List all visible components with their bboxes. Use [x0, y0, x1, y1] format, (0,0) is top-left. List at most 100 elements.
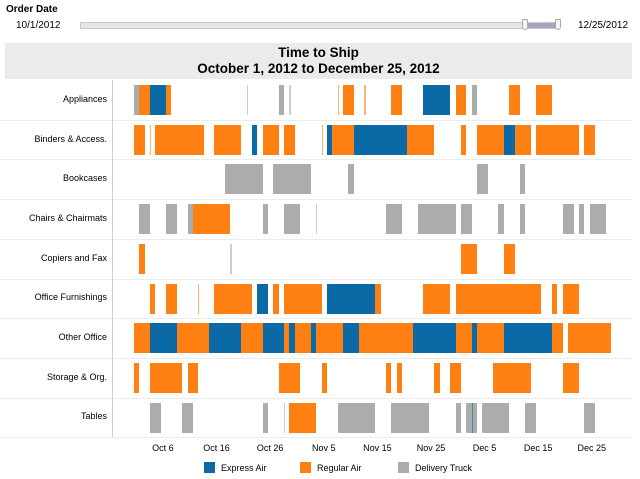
gantt-bar-regular[interactable]	[294, 323, 311, 354]
gantt-bar-regular[interactable]	[166, 85, 172, 115]
gantt-bar-regular[interactable]	[278, 362, 301, 393]
legend-item[interactable]: Regular Air	[300, 462, 362, 473]
gantt-bar-regular[interactable]	[321, 124, 323, 155]
gantt-bar-truck[interactable]	[471, 85, 478, 115]
gantt-bar-regular[interactable]	[150, 362, 183, 393]
gantt-bar-truck[interactable]	[278, 85, 285, 115]
gantt-bar-regular[interactable]	[562, 283, 579, 314]
gantt-bar-truck[interactable]	[482, 402, 510, 433]
gantt-bar-regular[interactable]	[343, 85, 354, 115]
gantt-bar-regular[interactable]	[198, 283, 200, 314]
gantt-bar-express[interactable]	[150, 323, 177, 354]
gantt-bar-regular[interactable]	[187, 362, 199, 393]
gantt-bar-express[interactable]	[353, 124, 408, 155]
gantt-bar-regular[interactable]	[552, 283, 558, 314]
gantt-bar-truck[interactable]	[150, 402, 161, 433]
gantt-bar-regular[interactable]	[552, 323, 563, 354]
gantt-bar-regular[interactable]	[192, 204, 231, 235]
gantt-bar-truck[interactable]	[166, 204, 177, 235]
gantt-bar-regular[interactable]	[139, 243, 145, 274]
gantt-bar-truck[interactable]	[230, 243, 232, 274]
gantt-bar-truck[interactable]	[182, 402, 193, 433]
gantt-bar-express[interactable]	[471, 323, 478, 354]
gantt-bar-truck[interactable]	[284, 402, 286, 433]
gantt-bar-truck[interactable]	[348, 164, 354, 195]
gantt-bar-regular[interactable]	[477, 124, 504, 155]
gantt-bar-regular[interactable]	[359, 323, 413, 354]
gantt-bar-express[interactable]	[343, 323, 360, 354]
gantt-bar-truck[interactable]	[262, 402, 268, 433]
gantt-bar-express[interactable]	[423, 85, 451, 115]
gantt-bar-express[interactable]	[310, 323, 317, 354]
gantt-bar-regular[interactable]	[150, 124, 152, 155]
gantt-bar-truck[interactable]	[519, 204, 526, 235]
date-range-slider[interactable]	[80, 22, 560, 29]
gantt-bar-regular[interactable]	[316, 323, 343, 354]
gantt-bar-regular[interactable]	[514, 124, 531, 155]
gantt-bar-truck[interactable]	[273, 164, 311, 195]
gantt-bar-regular[interactable]	[396, 362, 402, 393]
gantt-bar-truck[interactable]	[578, 204, 585, 235]
gantt-bar-regular[interactable]	[364, 85, 366, 115]
gantt-bar-regular[interactable]	[150, 283, 156, 314]
gantt-bar-regular[interactable]	[450, 362, 461, 393]
gantt-bar-regular[interactable]	[503, 243, 515, 274]
gantt-bar-express[interactable]	[471, 402, 473, 433]
gantt-bar-express[interactable]	[326, 124, 333, 155]
slider-selected-range[interactable]	[526, 23, 556, 28]
gantt-bar-regular[interactable]	[133, 362, 140, 393]
gantt-bar-truck[interactable]	[262, 204, 268, 235]
gantt-bar-regular[interactable]	[155, 124, 204, 155]
gantt-bar-regular[interactable]	[423, 283, 451, 314]
gantt-bar-truck[interactable]	[418, 204, 456, 235]
gantt-bar-regular[interactable]	[321, 362, 327, 393]
gantt-bar-regular[interactable]	[455, 85, 467, 115]
gantt-bar-regular[interactable]	[337, 85, 339, 115]
gantt-bar-express[interactable]	[326, 283, 376, 314]
gantt-bar-regular[interactable]	[509, 85, 520, 115]
gantt-bar-truck[interactable]	[455, 402, 461, 433]
gantt-bar-regular[interactable]	[214, 124, 242, 155]
gantt-bar-regular[interactable]	[536, 124, 579, 155]
gantt-bar-truck[interactable]	[284, 204, 301, 235]
gantt-bar-truck[interactable]	[562, 204, 574, 235]
gantt-bar-regular[interactable]	[133, 124, 145, 155]
gantt-bar-truck[interactable]	[225, 164, 263, 195]
gantt-bar-regular[interactable]	[536, 85, 553, 115]
gantt-bar-express[interactable]	[251, 124, 258, 155]
gantt-bar-truck[interactable]	[187, 204, 193, 235]
slider-end-handle[interactable]	[555, 19, 561, 30]
gantt-bar-truck[interactable]	[589, 204, 606, 235]
gantt-bar-express[interactable]	[289, 323, 295, 354]
gantt-bar-regular[interactable]	[284, 323, 290, 354]
gantt-bar-regular[interactable]	[434, 362, 440, 393]
gantt-bar-regular[interactable]	[460, 124, 467, 155]
gantt-bar-regular[interactable]	[262, 124, 279, 155]
gantt-bar-regular[interactable]	[562, 362, 579, 393]
gantt-bar-regular[interactable]	[493, 362, 531, 393]
gantt-bar-regular[interactable]	[455, 283, 542, 314]
gantt-bar-regular[interactable]	[375, 283, 381, 314]
gantt-bar-truck[interactable]	[385, 204, 402, 235]
gantt-bar-regular[interactable]	[584, 124, 595, 155]
legend-item[interactable]: Express Air	[204, 462, 267, 473]
gantt-bar-regular[interactable]	[568, 323, 612, 354]
gantt-bar-regular[interactable]	[455, 323, 472, 354]
gantt-bar-truck[interactable]	[519, 164, 526, 195]
gantt-bar-truck[interactable]	[584, 402, 595, 433]
gantt-bar-truck[interactable]	[391, 402, 429, 433]
gantt-bar-truck[interactable]	[133, 85, 140, 115]
gantt-bar-truck[interactable]	[460, 204, 472, 235]
legend-item[interactable]: Delivery Truck	[398, 462, 472, 473]
gantt-bar-truck[interactable]	[498, 204, 504, 235]
gantt-bar-express[interactable]	[208, 323, 242, 354]
gantt-bar-regular[interactable]	[391, 85, 402, 115]
gantt-bar-express[interactable]	[150, 85, 167, 115]
gantt-bar-regular[interactable]	[284, 283, 322, 314]
gantt-bar-regular[interactable]	[214, 283, 252, 314]
gantt-bar-express[interactable]	[412, 323, 456, 354]
gantt-bar-regular[interactable]	[332, 124, 354, 155]
gantt-bar-truck[interactable]	[337, 402, 376, 433]
gantt-bar-regular[interactable]	[289, 402, 317, 433]
gantt-bar-regular[interactable]	[407, 124, 435, 155]
